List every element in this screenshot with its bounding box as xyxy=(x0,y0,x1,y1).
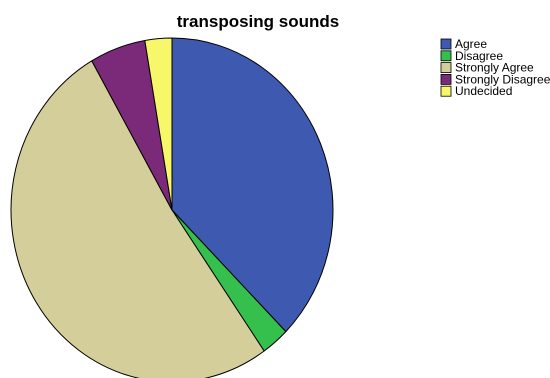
legend-label-strongly-agree: Strongly Agree xyxy=(455,61,534,75)
pie-slice-undecided xyxy=(144,37,173,211)
pie-slice-agree xyxy=(171,37,334,333)
legend-item-strongly-disagree: Strongly Disagree xyxy=(440,72,550,86)
chart-title: transposing sounds xyxy=(177,12,339,31)
legend-label-undecided: Undecided xyxy=(455,84,512,98)
pie-slice-strongly-agree xyxy=(10,60,265,378)
pie-slices xyxy=(10,37,334,378)
legend-item-undecided: Undecided xyxy=(440,84,512,98)
legend-item-strongly-agree: Strongly Agree xyxy=(440,61,534,75)
legend-swatch-strongly-disagree xyxy=(440,74,452,85)
legend-item-agree: Agree xyxy=(440,37,487,51)
legend-label-disagree: Disagree xyxy=(455,49,503,63)
legend-label-strongly-disagree: Strongly Disagree xyxy=(455,72,550,86)
legend-label-agree: Agree xyxy=(455,37,487,51)
legend-item-disagree: Disagree xyxy=(440,49,503,63)
legend-swatch-agree xyxy=(440,38,452,50)
legend-swatch-strongly-agree xyxy=(440,62,452,73)
legend-swatch-undecided xyxy=(440,85,452,97)
legend-swatch-disagree xyxy=(440,50,452,62)
